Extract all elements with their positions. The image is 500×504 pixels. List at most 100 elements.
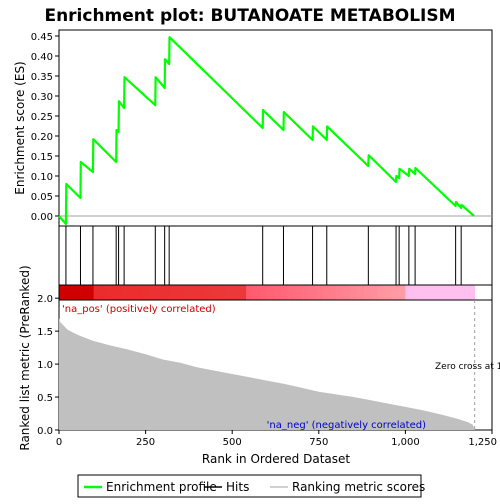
color-bar-segment	[107, 285, 115, 300]
color-bar-segment	[155, 285, 164, 300]
color-bar-segment	[453, 285, 462, 300]
legend-box	[77, 474, 422, 498]
color-bar-segment	[176, 285, 185, 300]
rank-xtick-label: 1,000	[391, 437, 420, 448]
color-bar-segment	[349, 285, 358, 300]
color-bar-segment	[287, 285, 295, 300]
color-bar-segment	[149, 285, 157, 300]
rank-ytick-label: 2.0	[37, 294, 53, 305]
es-ytick-label: 0.10	[31, 172, 53, 183]
rank-xtick-label: 0	[56, 437, 62, 448]
color-bar-segment	[467, 285, 476, 300]
color-bar-segment	[280, 285, 289, 300]
hits-panel-frame	[58, 225, 493, 286]
color-bar-segment	[86, 285, 95, 300]
color-bar-segment	[460, 285, 469, 300]
color-bar-segment	[204, 285, 212, 300]
color-bar-segment	[259, 285, 268, 300]
legend-label: Enrichment profile	[106, 480, 217, 494]
color-bar-segment	[426, 285, 434, 300]
color-bar-segment	[440, 285, 448, 300]
color-bar	[59, 285, 476, 300]
es-ytick-label: 0.00	[31, 212, 53, 223]
color-bar-segment	[377, 285, 386, 300]
color-bar-segment	[405, 285, 413, 300]
es-curve	[58, 36, 475, 226]
pos-label: 'na_pos' (positively correlated)	[62, 304, 216, 315]
color-bar-segment	[336, 285, 344, 300]
rank-ytick-label: 1.5	[37, 327, 53, 338]
color-bar-segment	[135, 285, 143, 300]
metric-area	[59, 318, 475, 430]
color-bar-segment	[239, 285, 247, 300]
color-bar-segment	[59, 285, 67, 300]
rank-xtick-label: 750	[309, 437, 328, 448]
color-bar-segment	[308, 285, 316, 300]
color-bar-segment	[398, 285, 406, 300]
legend-label: Hits	[226, 480, 249, 494]
color-bar-segment	[114, 285, 122, 300]
color-bar-segment	[225, 285, 233, 300]
rank-xtick-label: 250	[136, 437, 155, 448]
es-ytick-label: 0.35	[31, 72, 53, 83]
zero-cross-label: Zero cross at 1	[435, 362, 500, 372]
color-bar-segment	[301, 285, 309, 300]
rank-xtick-label: 500	[223, 437, 242, 448]
color-bar-segment	[190, 285, 198, 300]
rank-x-axis: 0 250 500 750 1,000 1,250	[56, 430, 497, 448]
color-bar-segment	[343, 285, 351, 300]
color-bar-segment	[391, 285, 399, 300]
es-ytick-label: 0.20	[31, 132, 53, 143]
rank-ytick-label: 0.0	[37, 426, 53, 437]
color-bar-segment	[433, 285, 441, 300]
hit-lines	[65, 226, 462, 285]
color-bar-segment	[363, 285, 372, 300]
es-ytick-label: 0.25	[31, 112, 53, 123]
color-bar-segment	[266, 285, 275, 300]
color-bar-segment	[142, 285, 150, 300]
rank-ytick-label: 0.5	[37, 393, 53, 404]
rank-ylabel: Ranked list metric (PreRanked)	[18, 265, 32, 450]
color-bar-segment	[162, 285, 171, 300]
color-bar-segment	[232, 285, 240, 300]
color-bar-segment	[93, 285, 101, 300]
neg-label: 'na_neg' (negatively correlated)	[267, 420, 426, 431]
rank-y-axis: 0.0 0.5 1.0 1.5 2.0	[37, 294, 59, 437]
es-y-axis: 0.00 0.05 0.10 0.15 0.20 0.25 0.30 0.35 0.40 0.45	[31, 32, 59, 223]
color-bar-segment	[370, 285, 379, 300]
color-bar-segment	[121, 285, 129, 300]
color-bar-segment	[356, 285, 365, 300]
rank-xlabel: Rank in Ordered Dataset	[202, 452, 350, 466]
color-bar-segment	[419, 285, 427, 300]
color-bar-segment	[183, 285, 192, 300]
color-bar-segment	[446, 285, 455, 300]
color-bar-segment	[294, 285, 302, 300]
color-bar-segment	[412, 285, 420, 300]
color-bar-segment	[252, 285, 261, 300]
color-bar-segment	[218, 285, 226, 300]
color-bar-segment	[246, 285, 254, 300]
color-bar-segment	[273, 285, 282, 300]
color-bar-segment	[329, 285, 337, 300]
es-ytick-label: 0.30	[31, 92, 53, 103]
legend-label: Ranking metric scores	[292, 480, 425, 494]
es-panel-frame	[58, 29, 493, 227]
es-ytick-label: 0.45	[31, 32, 53, 43]
es-ytick-label: 0.40	[31, 52, 53, 63]
rank-xtick-label: 1,250	[468, 437, 497, 448]
color-bar-segment	[197, 285, 205, 300]
color-bar-segment	[315, 285, 323, 300]
color-bar-segment	[384, 285, 392, 300]
color-bar-segment	[169, 285, 178, 300]
color-bar-segment	[128, 285, 136, 300]
color-bar-segment	[100, 285, 108, 300]
color-bar-segment	[79, 285, 88, 300]
es-ylabel: Enrichment score (ES)	[13, 61, 27, 194]
chart-title: Enrichment plot: BUTANOATE METABOLISM	[44, 6, 455, 26]
es-ytick-label: 0.15	[31, 152, 53, 163]
color-bar-segment	[72, 285, 81, 300]
color-bar-segment	[322, 285, 330, 300]
color-bar-segment	[65, 285, 74, 300]
